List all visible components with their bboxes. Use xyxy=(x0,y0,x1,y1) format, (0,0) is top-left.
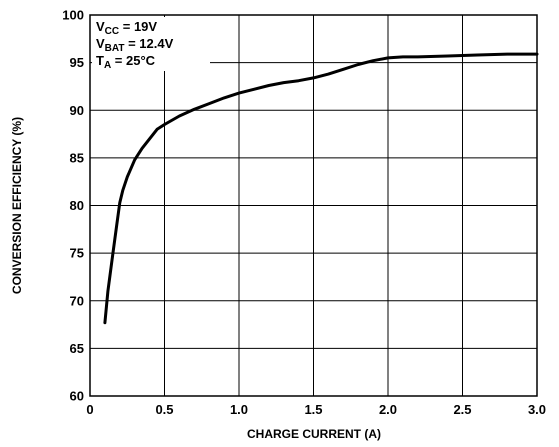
x-tick-label: 0 xyxy=(86,402,93,417)
y-tick-label: 65 xyxy=(70,341,84,356)
condition-text: VBAT = 12.4V xyxy=(96,36,174,54)
x-tick-label: 1.0 xyxy=(230,402,248,417)
x-tick-label: 1.5 xyxy=(304,402,322,417)
y-axis-label: CONVERSION EFFICIENCY (%) xyxy=(10,117,24,294)
y-tick-label: 95 xyxy=(70,55,84,70)
condition-text: VCC = 19V xyxy=(96,19,157,37)
grid-lines xyxy=(89,14,538,397)
tick-labels: 0 0.5 1.0 1.5 2.0 2.5 3.0 60 65 70 75 80 85 90 95 100 xyxy=(62,8,546,418)
x-tick-label: 0.5 xyxy=(155,402,173,417)
x-axis-label: CHARGE CURRENT (A) xyxy=(247,427,381,441)
y-tick-label: 70 xyxy=(70,293,84,308)
y-tick-label: 100 xyxy=(62,8,84,23)
x-tick-label: 2.5 xyxy=(453,402,471,417)
plot-frame xyxy=(89,14,538,397)
y-tick-label: 60 xyxy=(70,389,84,404)
y-tick-label: 85 xyxy=(70,150,84,165)
conditions-box-bg xyxy=(92,17,210,71)
y-tick-label: 75 xyxy=(70,246,84,261)
x-tick-label: 3.0 xyxy=(528,402,546,417)
y-tick-label: 80 xyxy=(70,198,84,213)
x-tick-label: 2.0 xyxy=(379,402,397,417)
condition-text: TA = 25°C xyxy=(96,53,156,71)
efficiency-curve xyxy=(103,52,539,325)
y-tick-label: 90 xyxy=(70,103,84,118)
